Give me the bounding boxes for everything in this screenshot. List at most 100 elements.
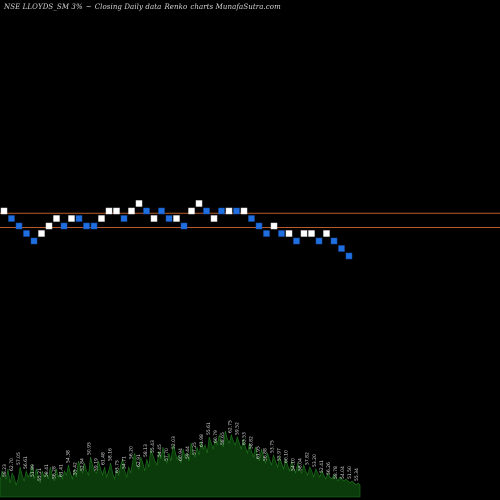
volume-label: 56.88 [263, 448, 269, 461]
renko-brick-down [83, 222, 90, 230]
renko-brick-down [165, 215, 173, 222]
renko-brick-up [173, 215, 180, 222]
renko-brick-down [143, 207, 150, 215]
renko-brick-up [98, 215, 105, 222]
volume-label: 58.16 [108, 448, 114, 461]
volume-label: 58.23 [2, 464, 8, 477]
volume-label: 59.52 [234, 422, 240, 435]
renko-brick-down [30, 237, 38, 245]
volume-label: 58.78 [333, 466, 339, 479]
renko-brick-up [150, 215, 158, 222]
chart-kind-text: Renko [164, 3, 188, 11]
renko-brick-down [203, 207, 210, 215]
volume-label: 55.42 [72, 462, 78, 475]
volume-label: 52.03 [171, 436, 177, 449]
volume-label: 50.95 [87, 442, 93, 455]
volume-label: 53.20 [312, 454, 318, 467]
renko-brick-up [195, 200, 203, 207]
volume-label: 56.61 [23, 456, 29, 469]
volume-label: 54.38 [65, 450, 71, 463]
renko-brick-down [90, 222, 98, 230]
renko-brick-down [338, 245, 345, 252]
volume-label: 51.89 [30, 464, 36, 477]
renko-brick-down [233, 207, 240, 215]
renko-brick-down [255, 222, 263, 230]
volume-label: 60.79 [213, 430, 219, 443]
volume-label: 52.41 [319, 460, 325, 473]
volume-label: 59.44 [185, 446, 191, 459]
renko-brick-down [218, 207, 225, 215]
volume-label: 59.19 [94, 458, 100, 471]
renko-brick-up [285, 230, 293, 237]
chart-desc-text: Closing Daily data [94, 3, 162, 11]
volume-label: 57.25 [192, 442, 198, 455]
renko-brick-down [293, 237, 300, 245]
volume-label: 62.70 [9, 458, 15, 471]
renko-brick-down [263, 230, 270, 237]
renko-brick-down [158, 207, 165, 215]
renko-brick-down [315, 237, 323, 245]
volume-label: 55.34 [354, 468, 360, 481]
volume-label: 52.84 [79, 458, 85, 471]
volume-label: 62.91 [136, 454, 142, 467]
volume-label: 57.70 [164, 448, 170, 461]
renko-brick-down [120, 215, 128, 222]
volume-label: 55.43 [150, 440, 156, 453]
renko-brick-up [68, 215, 75, 222]
renko-brick-up [225, 207, 233, 215]
renko-brick-up [105, 207, 113, 215]
volume-label: 61.95 [255, 446, 261, 459]
renko-brick-down [60, 222, 68, 230]
renko-brick-down [180, 222, 188, 230]
volume-label: 57.82 [305, 452, 311, 465]
renko-brick-down [23, 230, 30, 237]
renko-brick-up [113, 207, 120, 215]
renko-brick-up [45, 222, 53, 230]
site-text: charts MunafaSutra.com [190, 3, 281, 11]
renko-brick-up [308, 230, 315, 237]
volume-label: 55.21 [37, 468, 43, 481]
renko-bricks [0, 200, 353, 260]
volume-label: 55.61 [206, 422, 212, 435]
volume-label: 60.94 [178, 448, 184, 461]
volume-label: 58.65 [220, 432, 226, 445]
volume-label: 62.75 [227, 420, 233, 433]
volume-label: 61.41 [58, 464, 64, 477]
volume-label: 58.13 [143, 444, 149, 457]
volume-label: 58.41 [44, 464, 50, 477]
volume-label: 56.26 [326, 462, 332, 475]
renko-brick-up [135, 200, 143, 207]
volume-label: 61.98 [199, 434, 205, 447]
volume-label: 58.82 [248, 436, 254, 449]
renko-brick-up [323, 230, 330, 237]
renko-brick-down [75, 215, 83, 222]
volume-label: 54.10 [291, 458, 297, 471]
renko-brick-down [278, 230, 285, 237]
volume-label: 55.97 [277, 448, 283, 461]
renko-brick-down [330, 237, 338, 245]
volume-area-path [0, 430, 361, 498]
renko-brick-down [15, 222, 23, 230]
renko-brick-up [128, 207, 135, 215]
renko-brick-up [188, 207, 195, 215]
volume-label: 54.45 [157, 444, 163, 457]
renko-brick-up [53, 215, 60, 222]
renko-brick-down [8, 215, 15, 222]
volume-label: 57.05 [16, 452, 22, 465]
volume-area [0, 430, 361, 498]
renko-brick-down [248, 215, 255, 222]
volume-label: 56.20 [129, 446, 135, 459]
volume-label: 54.71 [122, 456, 128, 469]
symbol-text: NSE LLOYDS_SM 3% [4, 3, 83, 11]
renko-brick-up [270, 222, 278, 230]
volume-label: 61.48 [101, 452, 107, 465]
renko-brick-up [38, 230, 45, 237]
renko-brick-up [210, 215, 218, 222]
volume-label: 58.04 [298, 458, 304, 471]
marker-text: ~ [85, 3, 92, 11]
renko-brick-down [345, 252, 353, 260]
renko-brick-up [300, 230, 308, 237]
volume-label: 60.10 [284, 450, 290, 463]
